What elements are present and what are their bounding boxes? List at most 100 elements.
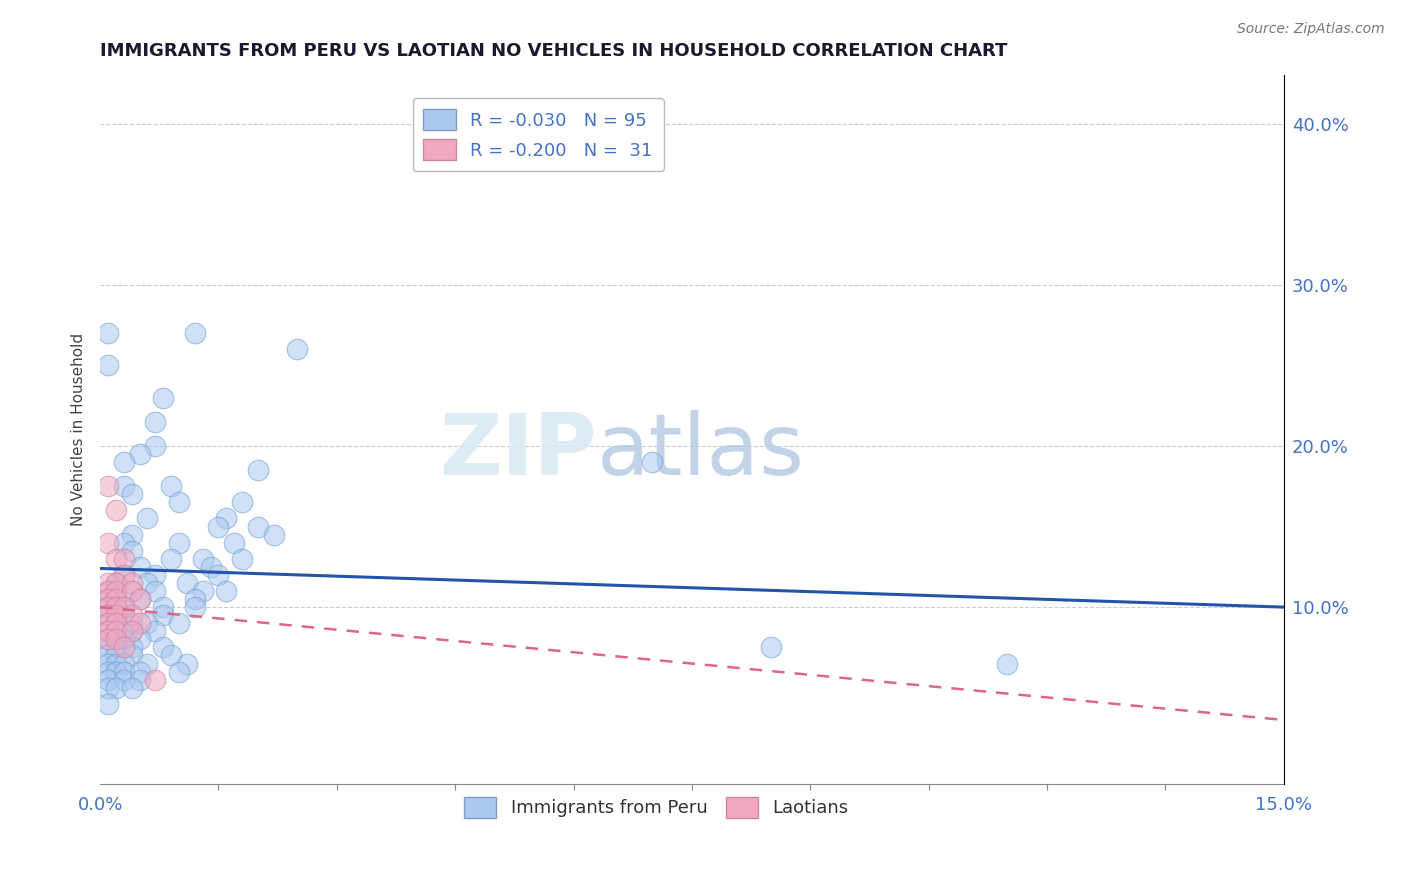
- Point: [128, 592, 150, 607]
- Point: [191, 551, 214, 566]
- Point: [104, 608, 127, 623]
- Point: [104, 592, 127, 607]
- Point: [112, 665, 135, 679]
- Point: [128, 592, 150, 607]
- Point: [97, 584, 120, 599]
- Point: [128, 559, 150, 574]
- Point: [104, 665, 127, 679]
- Point: [191, 584, 214, 599]
- Point: [104, 640, 127, 655]
- Point: [104, 584, 127, 599]
- Point: [121, 487, 143, 501]
- Text: Source: ZipAtlas.com: Source: ZipAtlas.com: [1237, 22, 1385, 37]
- Point: [97, 600, 120, 615]
- Point: [184, 600, 207, 615]
- Point: [104, 657, 127, 671]
- Point: [231, 551, 253, 566]
- Point: [97, 326, 120, 340]
- Point: [112, 567, 135, 582]
- Point: [104, 632, 127, 647]
- Point: [759, 640, 782, 655]
- Point: [112, 640, 135, 655]
- Point: [128, 673, 150, 687]
- Point: [152, 600, 174, 615]
- Point: [112, 551, 135, 566]
- Point: [104, 503, 127, 517]
- Point: [287, 343, 309, 357]
- Y-axis label: No Vehicles in Household: No Vehicles in Household: [72, 334, 86, 526]
- Point: [112, 567, 135, 582]
- Text: ZIP: ZIP: [440, 409, 598, 492]
- Point: [97, 592, 120, 607]
- Point: [128, 665, 150, 679]
- Point: [224, 535, 246, 549]
- Point: [97, 665, 120, 679]
- Point: [97, 657, 120, 671]
- Point: [104, 551, 127, 566]
- Point: [97, 648, 120, 663]
- Point: [176, 576, 198, 591]
- Point: [121, 624, 143, 639]
- Text: atlas: atlas: [598, 409, 806, 492]
- Point: [143, 673, 166, 687]
- Point: [152, 391, 174, 405]
- Point: [104, 616, 127, 631]
- Point: [136, 511, 159, 525]
- Point: [97, 600, 120, 615]
- Point: [143, 584, 166, 599]
- Point: [128, 632, 150, 647]
- Point: [176, 657, 198, 671]
- Point: [121, 648, 143, 663]
- Point: [121, 624, 143, 639]
- Point: [143, 567, 166, 582]
- Point: [215, 584, 238, 599]
- Point: [97, 616, 120, 631]
- Point: [121, 681, 143, 695]
- Point: [97, 681, 120, 695]
- Point: [121, 576, 143, 591]
- Point: [104, 624, 127, 639]
- Point: [128, 616, 150, 631]
- Point: [97, 697, 120, 711]
- Point: [104, 624, 127, 639]
- Point: [112, 600, 135, 615]
- Point: [152, 640, 174, 655]
- Point: [97, 624, 120, 639]
- Point: [160, 479, 183, 493]
- Point: [160, 551, 183, 566]
- Point: [104, 632, 127, 647]
- Point: [136, 657, 159, 671]
- Point: [97, 608, 120, 623]
- Point: [167, 665, 190, 679]
- Point: [97, 624, 120, 639]
- Point: [104, 576, 127, 591]
- Point: [112, 535, 135, 549]
- Point: [97, 359, 120, 373]
- Point: [97, 576, 120, 591]
- Point: [121, 608, 143, 623]
- Point: [184, 326, 207, 340]
- Point: [97, 592, 120, 607]
- Point: [121, 584, 143, 599]
- Point: [97, 673, 120, 687]
- Point: [160, 648, 183, 663]
- Point: [104, 600, 127, 615]
- Point: [136, 576, 159, 591]
- Point: [97, 632, 120, 647]
- Point: [121, 584, 143, 599]
- Point: [121, 640, 143, 655]
- Point: [167, 535, 190, 549]
- Point: [246, 519, 269, 533]
- Point: [997, 657, 1019, 671]
- Text: IMMIGRANTS FROM PERU VS LAOTIAN NO VEHICLES IN HOUSEHOLD CORRELATION CHART: IMMIGRANTS FROM PERU VS LAOTIAN NO VEHIC…: [100, 42, 1008, 60]
- Point: [104, 681, 127, 695]
- Point: [104, 576, 127, 591]
- Point: [104, 648, 127, 663]
- Point: [143, 439, 166, 453]
- Point: [167, 495, 190, 509]
- Point: [97, 584, 120, 599]
- Point: [184, 592, 207, 607]
- Point: [112, 479, 135, 493]
- Legend: Immigrants from Peru, Laotians: Immigrants from Peru, Laotians: [457, 789, 856, 825]
- Point: [641, 455, 664, 469]
